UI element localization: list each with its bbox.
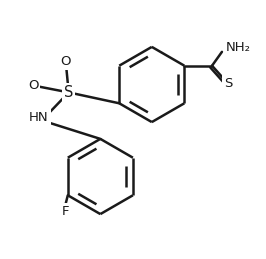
Text: NH₂: NH₂ bbox=[226, 41, 251, 54]
Text: HN: HN bbox=[29, 111, 49, 124]
Text: F: F bbox=[62, 205, 70, 218]
Text: S: S bbox=[224, 77, 232, 90]
Text: O: O bbox=[28, 79, 38, 92]
Text: O: O bbox=[60, 55, 71, 68]
Text: S: S bbox=[64, 85, 73, 100]
